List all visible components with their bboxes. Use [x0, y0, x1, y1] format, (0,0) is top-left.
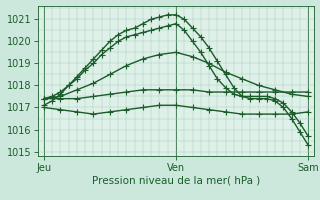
X-axis label: Pression niveau de la mer( hPa ): Pression niveau de la mer( hPa ) [92, 176, 260, 186]
